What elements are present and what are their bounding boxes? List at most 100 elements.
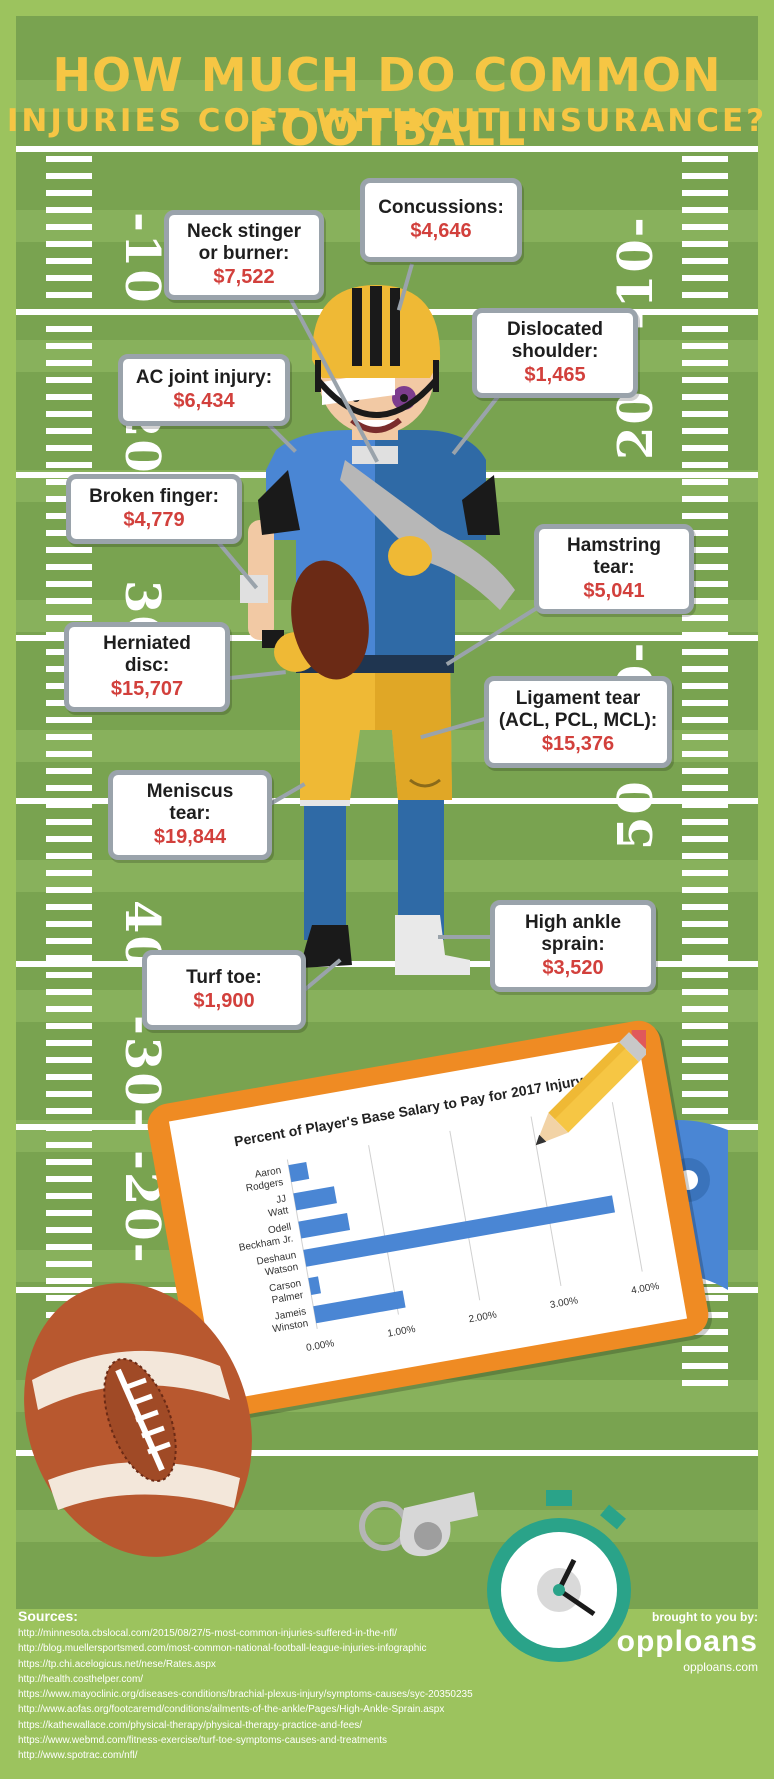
hash-mark: [682, 632, 728, 638]
hash-mark: [682, 887, 728, 893]
hash-mark: [682, 343, 728, 349]
source-link[interactable]: http://health.costhelper.com/: [18, 1673, 144, 1685]
callout-hamstring: Hamstring tear: $5,041: [534, 524, 694, 614]
hash-mark: [682, 1329, 728, 1335]
hash-mark: [682, 292, 728, 298]
pointer-line: [438, 935, 492, 939]
chart-gridline: [368, 1145, 399, 1315]
field-stripe: [16, 990, 758, 1022]
category-label: Watt: [267, 1205, 289, 1219]
hash-mark: [46, 751, 92, 757]
source-link[interactable]: http://www.aofas.org/footcaremd/conditio…: [18, 1704, 445, 1716]
hash-mark: [46, 853, 92, 859]
brand-byline: brought to you by:: [652, 1610, 758, 1624]
hash-mark: [682, 547, 728, 553]
hash-mark: [46, 547, 92, 553]
callout-turf-toe: Turf toe: $1,900: [142, 950, 306, 1030]
hash-mark: [46, 1159, 92, 1165]
hash-mark: [682, 190, 728, 196]
hash-mark: [46, 462, 92, 468]
sources-title: Sources:: [18, 1608, 78, 1624]
hash-mark: [682, 972, 728, 978]
yard-line: [16, 961, 758, 967]
opploans-logo[interactable]: opploans: [616, 1625, 758, 1658]
injury-cost: $5,041: [583, 580, 645, 602]
injury-label: Turf toe:: [186, 967, 262, 988]
hash-mark: [46, 1142, 92, 1148]
sources-section: Sources: http://minnesota.cbslocal.com/2…: [18, 1608, 578, 1764]
hash-mark: [682, 462, 728, 468]
source-link[interactable]: http://www.spotrac.com/nfl/: [18, 1750, 138, 1762]
hash-mark: [46, 343, 92, 349]
hash-mark: [46, 173, 92, 179]
football-icon: [24, 1283, 252, 1557]
hash-mark: [46, 819, 92, 825]
hash-mark: [682, 156, 728, 162]
injury-label: AC joint injury:: [135, 367, 273, 388]
hash-mark: [46, 1074, 92, 1080]
hash-mark: [682, 513, 728, 519]
callout-concussions: Concussions: $4,646: [360, 178, 522, 262]
callout-dislocated-shoulder: Dislocated shoulder: $1,465: [472, 308, 638, 398]
source-link[interactable]: http://blog.muellersportsmed.com/most-co…: [18, 1643, 427, 1655]
source-link[interactable]: https://www.mayoclinic.org/diseases-cond…: [18, 1689, 473, 1701]
hash-mark: [682, 1278, 728, 1284]
hash-mark: [46, 1244, 92, 1250]
hash-mark: [682, 1006, 728, 1012]
hash-mark: [46, 224, 92, 230]
hash-mark: [46, 258, 92, 264]
hash-mark: [46, 1023, 92, 1029]
hash-mark: [46, 1193, 92, 1199]
hash-mark: [46, 717, 92, 723]
hash-mark: [46, 428, 92, 434]
hash-mark: [46, 394, 92, 400]
source-link[interactable]: https://www.webmd.com/fitness-exercise/t…: [18, 1735, 388, 1747]
callout-meniscus-tear: Meniscus tear: $19,844: [108, 770, 272, 860]
source-link[interactable]: https://kathewallace.com/physical-therap…: [18, 1719, 363, 1731]
hash-mark: [46, 1295, 92, 1301]
callout-neck-stinger: Neck stinger or burner: $7,522: [164, 210, 324, 300]
hash-mark: [682, 768, 728, 774]
hash-mark: [682, 309, 728, 315]
hash-mark: [46, 377, 92, 383]
injury-label: Neck stinger or burner:: [186, 221, 302, 264]
injury-cost: $3,520: [542, 957, 604, 979]
hash-mark: [46, 785, 92, 791]
hash-mark: [46, 887, 92, 893]
source-link[interactable]: https://tp.chi.acelogicus.net/nese/Rates…: [18, 1658, 216, 1670]
hash-mark: [46, 1227, 92, 1233]
hash-mark: [46, 870, 92, 876]
clipboard: Percent of Player's Base Salary to Pay f…: [144, 1017, 712, 1423]
brand-url[interactable]: opploans.com: [683, 1660, 758, 1674]
hash-mark: [46, 904, 92, 910]
hash-mark: [682, 207, 728, 213]
chart-gridline: [611, 1102, 643, 1272]
hash-mark: [682, 615, 728, 621]
hash-mark: [682, 258, 728, 264]
hash-mark: [46, 972, 92, 978]
hash-mark: [682, 1346, 728, 1352]
hash-mark: [682, 394, 728, 400]
hash-mark: [682, 819, 728, 825]
injury-label: Ligament tear (ACL, PCL, MCL):: [498, 688, 658, 731]
whistle-icon: [359, 1492, 478, 1557]
stopwatch-icon: [487, 1490, 631, 1662]
hash-mark: [682, 785, 728, 791]
hash-mark: [46, 190, 92, 196]
source-link[interactable]: http://minnesota.cbslocal.com/2015/08/27…: [18, 1628, 397, 1639]
hash-mark: [46, 768, 92, 774]
hash-mark: [682, 717, 728, 723]
category-label: Jameis: [274, 1306, 307, 1322]
injury-cost: $1,465: [524, 364, 586, 386]
hash-mark: [46, 734, 92, 740]
hash-mark: [46, 989, 92, 995]
x-tick-label: 0.00%: [305, 1338, 335, 1354]
field-stripe: [16, 80, 758, 112]
hash-mark: [682, 411, 728, 417]
hash-mark: [46, 802, 92, 808]
hash-mark: [682, 241, 728, 247]
brand-block: brought to you by: opploans opploans.com: [558, 1610, 758, 1674]
hash-mark: [682, 1074, 728, 1080]
hash-mark: [46, 1057, 92, 1063]
